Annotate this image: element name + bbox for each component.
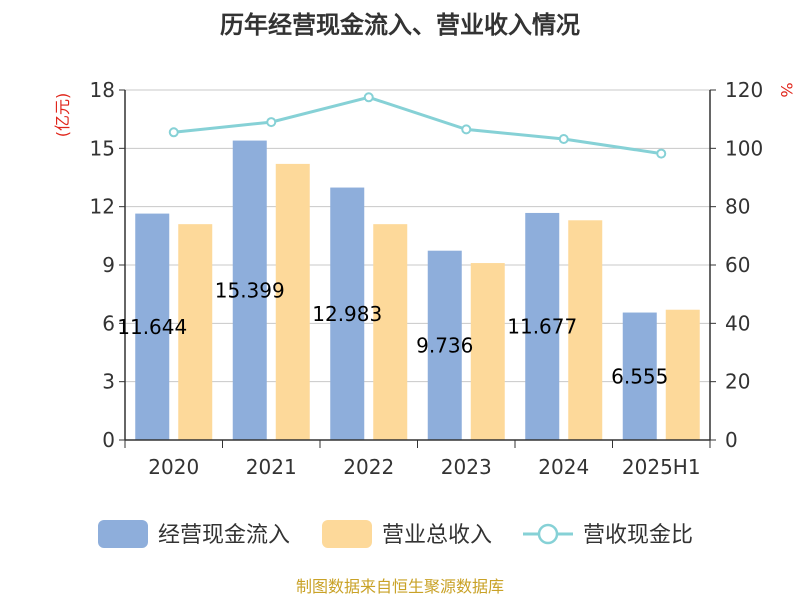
right-tick-label: 80 bbox=[725, 195, 750, 219]
left-tick-label: 0 bbox=[102, 428, 115, 452]
bar-经营现金流入 bbox=[135, 213, 170, 440]
bar-经营现金流入 bbox=[330, 187, 365, 440]
bar-营业总收入 bbox=[178, 224, 213, 440]
ratio-point bbox=[558, 134, 569, 144]
left-tick-label: 15 bbox=[90, 136, 115, 160]
bar-营业总收入 bbox=[373, 224, 408, 440]
data-label: 9.736 bbox=[416, 333, 473, 357]
right-tick-label: 40 bbox=[725, 311, 750, 335]
left-tick-label: 6 bbox=[102, 311, 115, 335]
right-tick-label: 100 bbox=[725, 136, 763, 160]
data-label: 6.555 bbox=[611, 364, 668, 388]
ratio-point bbox=[656, 148, 667, 159]
data-label: 15.399 bbox=[215, 278, 285, 302]
left-tick-label: 12 bbox=[90, 195, 115, 219]
right-tick-label: 60 bbox=[725, 253, 750, 277]
legend-label: 营业总收入 bbox=[382, 523, 492, 548]
x-tick-label: 2024 bbox=[538, 455, 589, 479]
x-tick-label: 2020 bbox=[148, 455, 199, 479]
left-tick-label: 3 bbox=[102, 370, 115, 394]
x-tick-label: 2022 bbox=[343, 455, 394, 479]
legend-swatch bbox=[98, 520, 148, 548]
x-tick-label: 2025H1 bbox=[622, 455, 701, 479]
right-axis-unit: % bbox=[777, 82, 796, 97]
axes: 0 3 6 9 12 15 18 0 20 40 60 80 100 120 2020 2021 2022 202… bbox=[90, 78, 764, 479]
bar-营业总收入 bbox=[470, 263, 505, 440]
legend-swatch bbox=[322, 520, 372, 548]
bar-营业总收入 bbox=[568, 220, 603, 440]
ratio-point bbox=[461, 124, 472, 135]
right-tick-label: 0 bbox=[725, 428, 738, 452]
data-label: 11.677 bbox=[507, 314, 577, 338]
right-tick-label: 20 bbox=[725, 370, 750, 394]
ratio-line-path bbox=[173, 95, 662, 156]
ratio-point bbox=[266, 117, 277, 128]
bar-经营现金流入 bbox=[232, 140, 267, 440]
ratio-point bbox=[363, 92, 374, 103]
bar-经营现金流入 bbox=[622, 312, 657, 440]
legend-label: 经营现金流入 bbox=[158, 523, 290, 548]
ratio-point bbox=[168, 127, 179, 138]
bar-经营现金流入 bbox=[427, 250, 462, 440]
x-tick-label: 2021 bbox=[246, 455, 297, 479]
bar-营业总收入 bbox=[665, 309, 700, 440]
source-note: 制图数据来自恒生聚源数据库 bbox=[296, 577, 504, 596]
left-axis-unit: (亿元) bbox=[53, 93, 72, 138]
data-labels: 11.644 15.399 12.983 9.736 11.677 6.555 bbox=[117, 278, 668, 388]
bars bbox=[135, 140, 700, 440]
left-tick-label: 9 bbox=[102, 253, 115, 277]
left-tick-label: 18 bbox=[90, 78, 115, 102]
data-label: 12.983 bbox=[312, 302, 382, 326]
legend: 经营现金流入 营业总收入 营收现金比 bbox=[98, 520, 693, 548]
legend-marker bbox=[537, 523, 559, 545]
grid bbox=[125, 89, 710, 383]
bar-经营现金流入 bbox=[525, 212, 560, 440]
ratio-line bbox=[168, 92, 667, 159]
bar-营业总收入 bbox=[275, 163, 310, 440]
legend-label: 营收现金比 bbox=[583, 523, 693, 548]
chart-title: 历年经营现金流入、营业收入情况 bbox=[220, 11, 580, 39]
right-tick-label: 120 bbox=[725, 78, 763, 102]
data-label: 11.644 bbox=[117, 315, 187, 339]
x-tick-label: 2023 bbox=[441, 455, 492, 479]
